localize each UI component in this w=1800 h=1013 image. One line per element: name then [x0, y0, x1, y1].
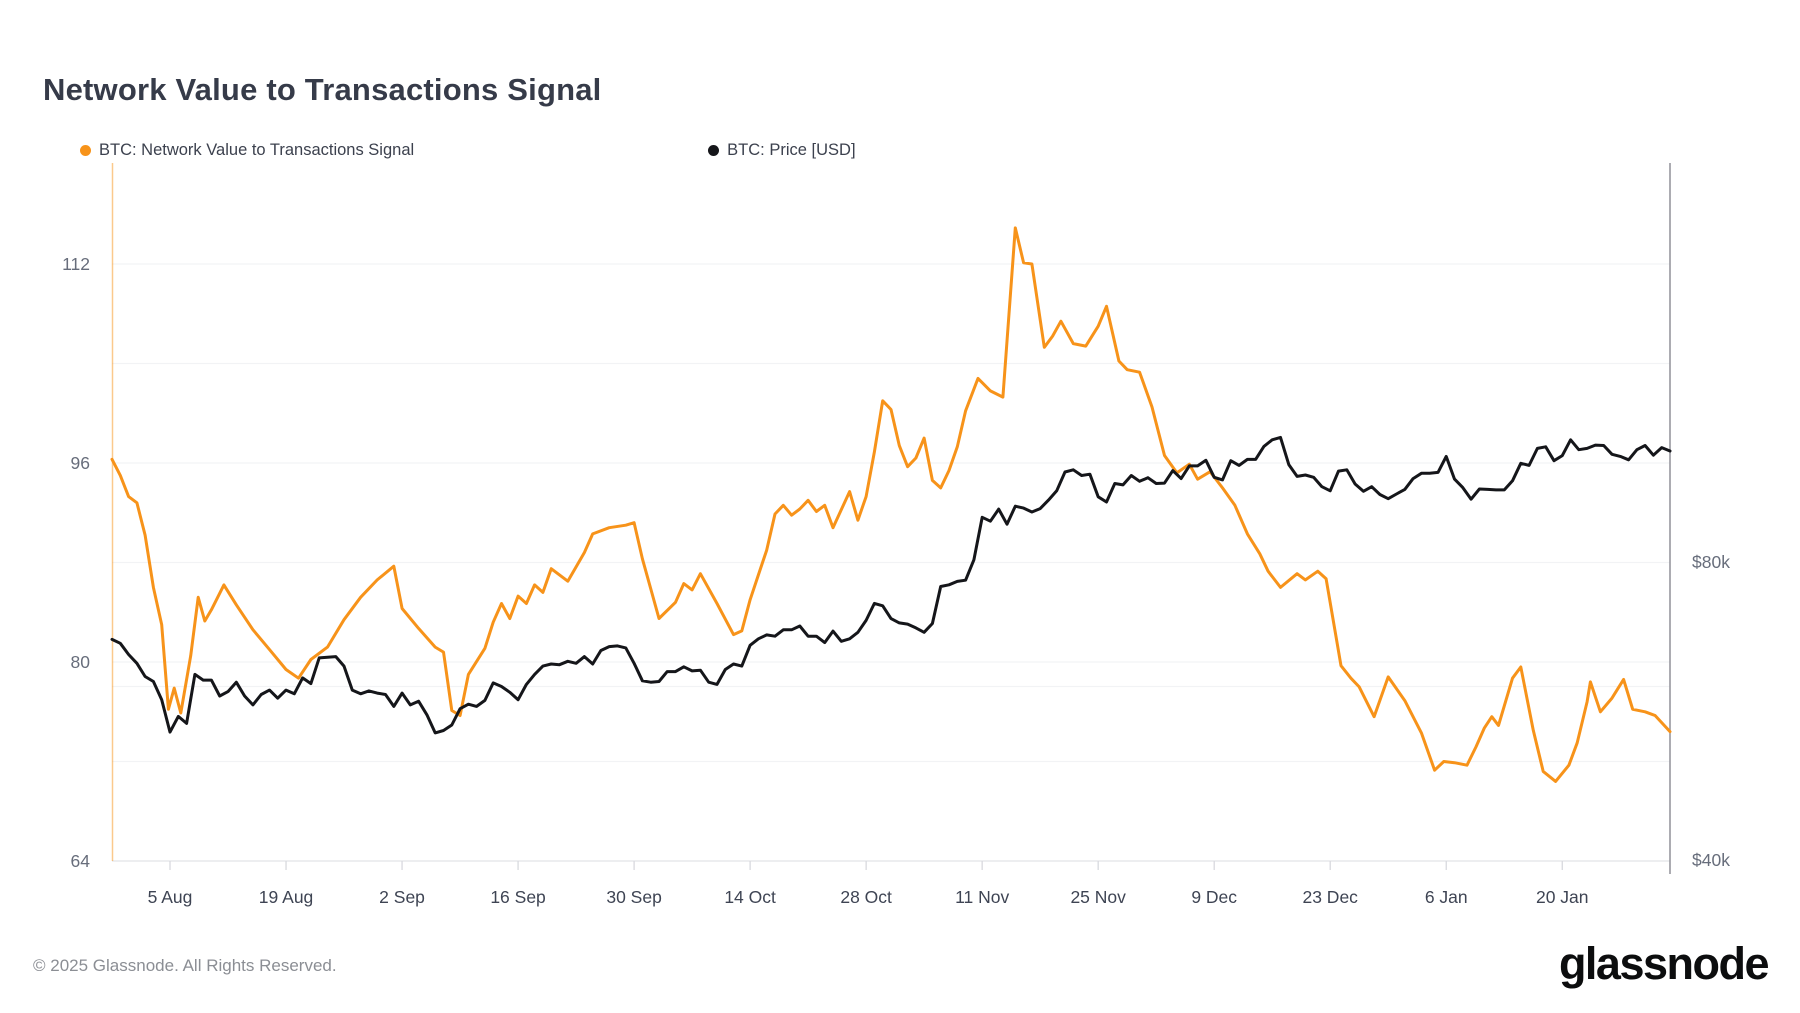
left-axis-label: 96: [71, 453, 90, 473]
x-tick-label: 25 Nov: [1070, 887, 1126, 907]
left-axis-label: 80: [71, 652, 91, 672]
chart-legend: BTC: Network Value to Transactions Signa…: [80, 140, 856, 160]
left-axis-label: 64: [71, 851, 91, 871]
x-tick-label: 9 Dec: [1191, 887, 1237, 907]
btc-price-line: [110, 435, 1672, 735]
left-axis-label: 112: [62, 254, 90, 274]
x-tick-label: 20 Jan: [1536, 887, 1589, 907]
legend-label-nvt-signal: BTC: Network Value to Transactions Signa…: [99, 140, 415, 159]
page-title: Network Value to Transactions Signal: [43, 72, 602, 107]
x-tick-label: 28 Oct: [840, 887, 892, 907]
right-axis-label: $40k: [1692, 850, 1730, 870]
legend-label-btc-price: BTC: Price [USD]: [727, 140, 856, 159]
x-tick-label: 30 Sep: [606, 887, 661, 907]
x-tick-label: 6 Jan: [1425, 887, 1468, 907]
legend-item-btc-price[interactable]: BTC: Price [USD]: [708, 140, 856, 160]
x-tick-label: 16 Sep: [490, 887, 545, 907]
nvt-signal-line: [110, 226, 1672, 783]
legend-item-nvt-signal[interactable]: BTC: Network Value to Transactions Signa…: [80, 141, 414, 160]
x-tick-label: 5 Aug: [148, 887, 193, 907]
x-tick-label: 23 Dec: [1302, 887, 1358, 907]
copyright-text: © 2025 Glassnode. All Rights Reserved.: [33, 956, 337, 975]
x-tick-label: 14 Oct: [724, 887, 776, 907]
nvt-series-dot-icon: [80, 144, 91, 156]
right-axis-label: $80k: [1692, 552, 1730, 572]
x-tick-label: 19 Aug: [259, 887, 314, 907]
glassnode-logo: glassnode: [1558, 938, 1770, 989]
x-tick-label: 2 Sep: [379, 887, 425, 907]
x-tick-label: 11 Nov: [955, 887, 1009, 907]
price-series-dot-icon: [708, 144, 720, 156]
